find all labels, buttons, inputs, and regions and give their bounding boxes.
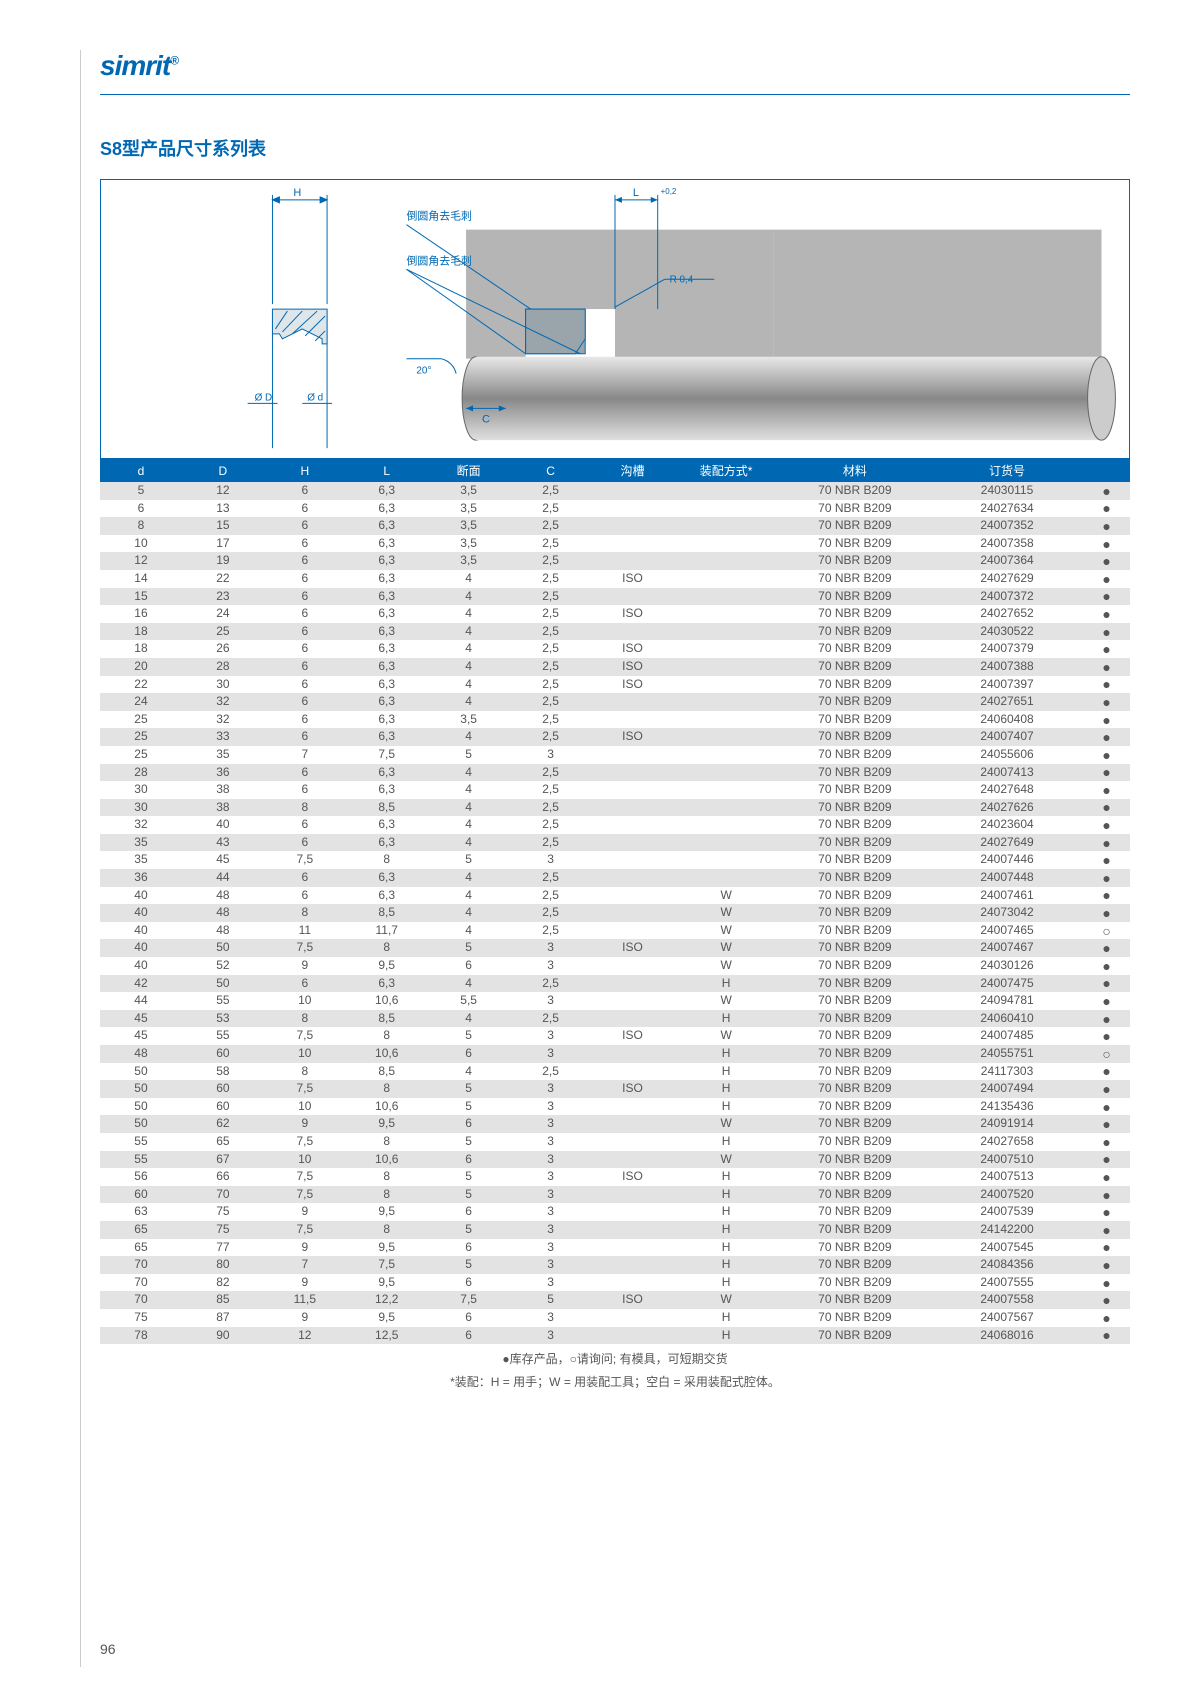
table-row: 425066,342,5H70 NBR B20924007475● bbox=[100, 975, 1130, 993]
svg-text:倒圆角去毛刺: 倒圆角去毛刺 bbox=[407, 210, 472, 223]
table-row: 506299,563W70 NBR B20924091914● bbox=[100, 1115, 1130, 1133]
dimensions-table: dDHL断面C沟槽装配方式*材料订货号 51266,33,52,570 NBR … bbox=[100, 459, 1130, 1344]
table-row: 40481111,742,5W70 NBR B20924007465○ bbox=[100, 922, 1130, 940]
col-header: D bbox=[182, 459, 264, 482]
table-row: 60707,5853H70 NBR B20924007520● bbox=[100, 1186, 1130, 1204]
header-rule bbox=[100, 94, 1130, 95]
page-title: S8型产品尺寸系列表 bbox=[100, 135, 1130, 161]
table-row: 202866,342,5ISO70 NBR B20924007388● bbox=[100, 658, 1130, 676]
table-row: 182566,342,570 NBR B20924030522● bbox=[100, 623, 1130, 641]
table-row: 101766,33,52,570 NBR B20924007358● bbox=[100, 535, 1130, 553]
table-row: 243266,342,570 NBR B20924027651● bbox=[100, 693, 1130, 711]
table-row: 55671010,663W70 NBR B20924007510● bbox=[100, 1151, 1130, 1169]
table-row: 81566,33,52,570 NBR B20924007352● bbox=[100, 517, 1130, 535]
col-header: 断面 bbox=[428, 459, 510, 482]
table-row: 404888,542,5W70 NBR B20924073042● bbox=[100, 904, 1130, 922]
col-header: 订货号 bbox=[931, 459, 1083, 482]
table-row: 182666,342,5ISO70 NBR B20924007379● bbox=[100, 640, 1130, 658]
table-row: 253366,342,5ISO70 NBR B20924007407● bbox=[100, 728, 1130, 746]
col-header: H bbox=[264, 459, 346, 482]
svg-text:+0,2: +0,2 bbox=[661, 187, 677, 196]
col-header: C bbox=[510, 459, 592, 482]
table-row: 405299,563W70 NBR B20924030126● bbox=[100, 957, 1130, 975]
table-row: 65757,5853H70 NBR B20924142200● bbox=[100, 1221, 1130, 1239]
table-row: 55657,5853H70 NBR B20924027658● bbox=[100, 1133, 1130, 1151]
table-row: 35457,585370 NBR B20924007446● bbox=[100, 851, 1130, 869]
table-row: 45557,5853ISOW70 NBR B20924007485● bbox=[100, 1027, 1130, 1045]
col-header: 材料 bbox=[779, 459, 931, 482]
table-row: 708299,563H70 NBR B20924007555● bbox=[100, 1274, 1130, 1292]
col-header: d bbox=[100, 459, 182, 482]
table-row: 162466,342,5ISO70 NBR B20924027652● bbox=[100, 605, 1130, 623]
table-row: 637599,563H70 NBR B20924007539● bbox=[100, 1203, 1130, 1221]
svg-text:C: C bbox=[482, 413, 490, 425]
brand-logo: simrit® bbox=[100, 50, 1130, 82]
table-row: 303866,342,570 NBR B20924027648● bbox=[100, 781, 1130, 799]
col-header bbox=[1083, 459, 1130, 482]
svg-text:Ø d: Ø d bbox=[307, 392, 323, 403]
table-row: 121966,33,52,570 NBR B20924007364● bbox=[100, 552, 1130, 570]
table-row: 61366,33,52,570 NBR B20924027634● bbox=[100, 500, 1130, 518]
table-row: 708077,553H70 NBR B20924084356● bbox=[100, 1256, 1130, 1274]
page-number: 96 bbox=[100, 1641, 116, 1657]
table-row: 758799,563H70 NBR B20924007567● bbox=[100, 1309, 1130, 1327]
table-row: 223066,342,5ISO70 NBR B20924007397● bbox=[100, 676, 1130, 694]
svg-text:Ø D: Ø D bbox=[255, 392, 273, 403]
svg-text:H: H bbox=[293, 187, 301, 199]
table-row: 657799,563H70 NBR B20924007545● bbox=[100, 1239, 1130, 1257]
table-row: 40507,5853ISOW70 NBR B20924007467● bbox=[100, 939, 1130, 957]
table-row: 50601010,653H70 NBR B20924135436● bbox=[100, 1098, 1130, 1116]
svg-text:倒圆角去毛刺: 倒圆角去毛刺 bbox=[407, 254, 472, 267]
table-row: 455388,542,5H70 NBR B20924060410● bbox=[100, 1010, 1130, 1028]
table-row: 50607,5853ISOH70 NBR B20924007494● bbox=[100, 1080, 1130, 1098]
svg-text:L: L bbox=[633, 187, 639, 199]
table-row: 708511,512,27,55ISOW70 NBR B20924007558● bbox=[100, 1291, 1130, 1309]
table-row: 303888,542,570 NBR B20924027626● bbox=[100, 799, 1130, 817]
table-row: 142266,342,5ISO70 NBR B20924027629● bbox=[100, 570, 1130, 588]
col-header: L bbox=[346, 459, 428, 482]
col-header: 装配方式* bbox=[673, 459, 778, 482]
svg-text:R 0,4: R 0,4 bbox=[670, 274, 694, 285]
table-row: 56667,5853ISOH70 NBR B20924007513● bbox=[100, 1168, 1130, 1186]
vertical-rule bbox=[80, 50, 81, 1667]
table-row: 44551010,65,53W70 NBR B20924094781● bbox=[100, 992, 1130, 1010]
table-row: 78901212,563H70 NBR B20924068016● bbox=[100, 1327, 1130, 1345]
table-row: 253266,33,52,570 NBR B20924060408● bbox=[100, 711, 1130, 729]
table-row: 505888,542,5H70 NBR B20924117303● bbox=[100, 1063, 1130, 1081]
table-row: 324066,342,570 NBR B20924023604● bbox=[100, 816, 1130, 834]
table-row: 354366,342,570 NBR B20924027649● bbox=[100, 834, 1130, 852]
footnote-2: *装配：H = 用手；W = 用装配工具；空白 = 采用装配式腔体。 bbox=[100, 1373, 1130, 1390]
svg-text:20°: 20° bbox=[416, 366, 431, 377]
col-header: 沟槽 bbox=[592, 459, 674, 482]
footnote-1: ●库存产品，○请询问; 有模具，可短期交货 bbox=[100, 1350, 1130, 1367]
table-row: 51266,33,52,570 NBR B20924030115● bbox=[100, 482, 1130, 500]
technical-diagram: H Ø D Ø d bbox=[100, 179, 1130, 459]
table-row: 152366,342,570 NBR B20924007372● bbox=[100, 588, 1130, 606]
table-row: 253577,55370 NBR B20924055606● bbox=[100, 746, 1130, 764]
table-row: 283666,342,570 NBR B20924007413● bbox=[100, 764, 1130, 782]
table-row: 364466,342,570 NBR B20924007448● bbox=[100, 869, 1130, 887]
table-row: 48601010,663H70 NBR B20924055751○ bbox=[100, 1045, 1130, 1063]
table-row: 404866,342,5W70 NBR B20924007461● bbox=[100, 887, 1130, 905]
